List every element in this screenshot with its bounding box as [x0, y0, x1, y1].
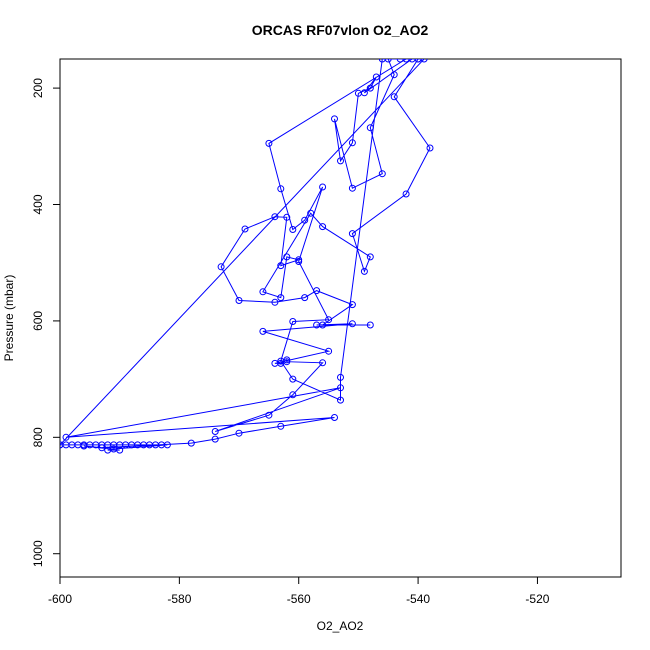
data-point [295, 258, 303, 265]
data-point [319, 321, 327, 329]
data-point [384, 59, 392, 63]
x-tick-label: -520 [525, 592, 549, 606]
data-point [390, 71, 398, 79]
data-point [289, 226, 297, 233]
plot-frame [59, 58, 622, 578]
data-point [277, 422, 285, 430]
data-point [402, 59, 410, 63]
data-point [378, 59, 386, 63]
data-point [337, 396, 344, 404]
plot-area [60, 59, 434, 454]
data-point [319, 359, 327, 367]
data-point [402, 190, 410, 198]
data-point [62, 433, 70, 441]
data-point [360, 89, 368, 97]
data-point [271, 359, 279, 367]
data-point [408, 59, 416, 63]
data-point [163, 441, 171, 449]
data-point [313, 287, 321, 295]
data-point [259, 288, 267, 296]
data-point [289, 318, 297, 325]
data-point [337, 157, 344, 165]
data-point [348, 230, 356, 238]
data-point [331, 414, 338, 421]
data-point [271, 213, 279, 221]
data-point [378, 170, 386, 178]
data-point [277, 294, 285, 302]
data-point [325, 316, 333, 324]
data-point [360, 267, 368, 275]
data-point [301, 294, 309, 302]
data-point [265, 139, 273, 147]
data-point [217, 263, 225, 271]
data-point [366, 321, 374, 329]
y-axis-label: Pressure (mbar) [2, 275, 16, 362]
data-point [420, 59, 428, 63]
data-point [366, 124, 374, 132]
data-point [331, 115, 338, 123]
x-tick-label: -560 [287, 592, 311, 606]
data-point [277, 262, 285, 270]
data-point [366, 84, 374, 92]
data-point [348, 301, 356, 309]
data-point [307, 209, 315, 217]
data-point [259, 327, 267, 335]
data-point [235, 429, 243, 437]
y-tick-label: 800 [31, 427, 45, 447]
data-point [337, 384, 344, 392]
y-tick-label: 1000 [31, 540, 45, 567]
y-axis: 200 400 600 800 1000 [31, 78, 60, 567]
data-point [372, 73, 380, 81]
data-point [277, 185, 285, 193]
data-point [60, 441, 64, 449]
x-tick-label: -540 [406, 592, 430, 606]
data-point [235, 297, 243, 304]
data-point [325, 347, 333, 355]
y-tick-label: 200 [31, 78, 45, 98]
data-point [271, 298, 279, 306]
data-point [211, 428, 219, 435]
data-point [98, 444, 106, 452]
data-point [187, 439, 195, 447]
x-tick-label: -580 [167, 592, 191, 606]
data-point [241, 225, 249, 233]
data-point [348, 320, 356, 328]
data-point [337, 373, 344, 381]
data-point [283, 213, 291, 221]
data-point [426, 144, 434, 152]
data-point [390, 93, 398, 101]
y-tick-label: 400 [31, 194, 45, 214]
data-point [277, 357, 285, 365]
data-point [319, 223, 327, 231]
data-point [414, 59, 422, 63]
chart-title: ORCAS RF07vlon O2_AO2 [252, 22, 429, 38]
data-point [265, 411, 273, 419]
x-tick-label: -600 [48, 592, 72, 606]
data-point [366, 253, 374, 261]
data-point [301, 216, 309, 224]
data-point [396, 59, 404, 63]
series-line [60, 59, 431, 451]
data-point [319, 183, 327, 191]
data-point [211, 435, 219, 443]
data-point [348, 184, 356, 192]
x-axis-label: O2_AO2 [317, 619, 364, 633]
data-point [289, 375, 297, 383]
data-point [283, 253, 291, 261]
data-point [104, 446, 112, 454]
y-tick-label: 600 [31, 311, 45, 331]
data-point [80, 442, 88, 450]
data-point [348, 139, 356, 147]
x-axis: -600 -580 -560 -540 -520 [48, 577, 550, 606]
data-point [116, 446, 124, 454]
data-point [289, 391, 297, 399]
